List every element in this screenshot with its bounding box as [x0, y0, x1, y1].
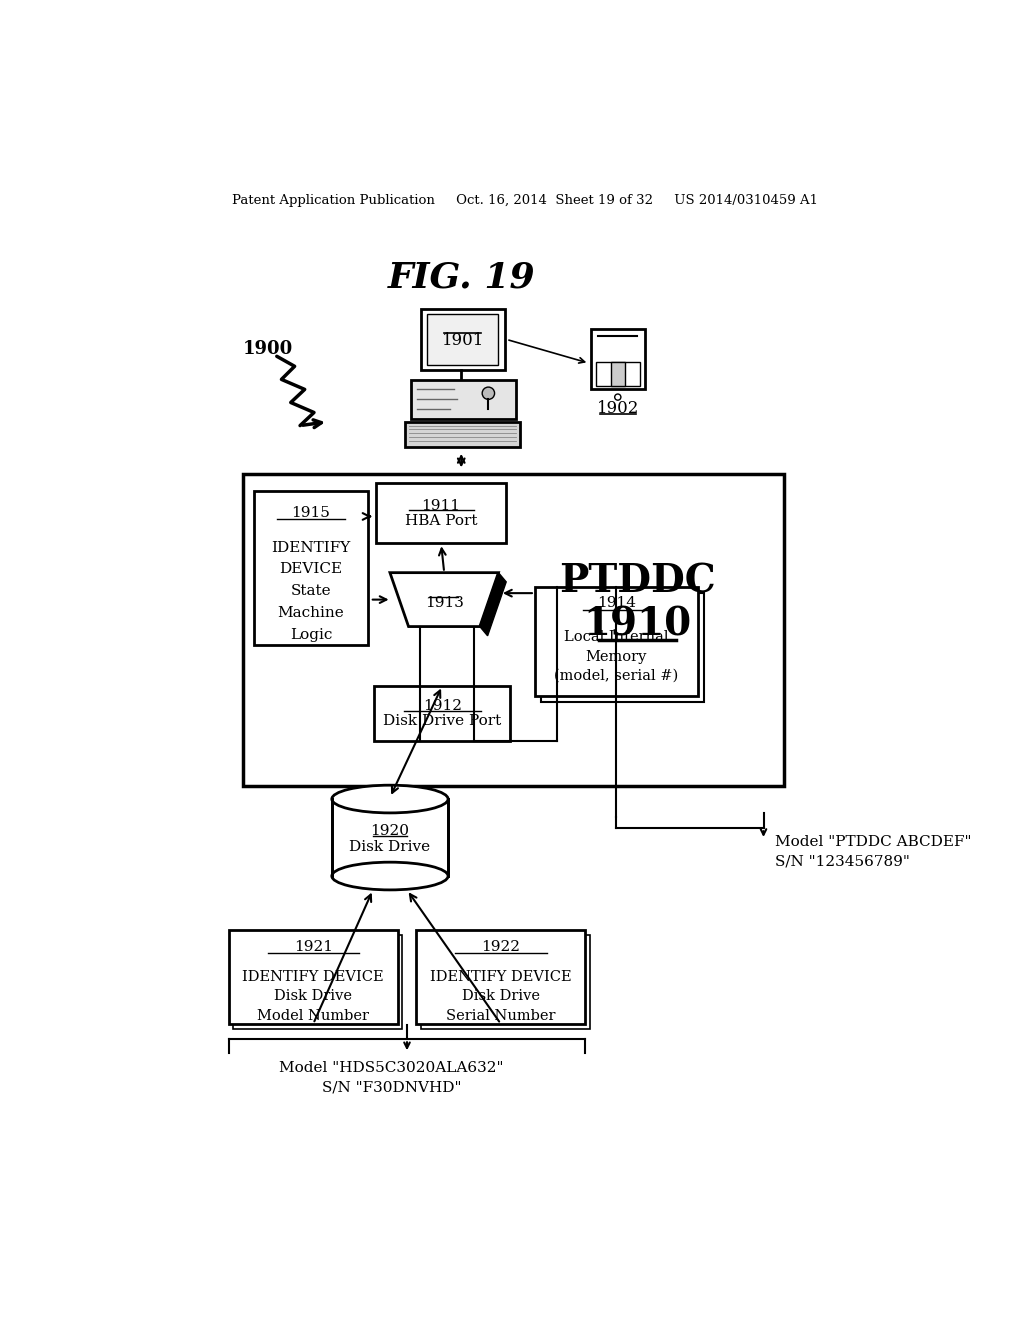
Text: 1922: 1922: [481, 940, 520, 954]
Text: 1914: 1914: [597, 597, 636, 610]
Circle shape: [482, 387, 495, 400]
Circle shape: [614, 395, 621, 400]
Text: 1921: 1921: [294, 940, 333, 954]
Bar: [596, 363, 640, 385]
Text: HBA Port: HBA Port: [404, 513, 477, 528]
Bar: [541, 593, 703, 702]
Bar: [417, 929, 586, 1024]
Polygon shape: [480, 573, 506, 636]
Bar: [332, 813, 449, 862]
Bar: [375, 686, 510, 742]
Bar: [411, 380, 515, 418]
Ellipse shape: [332, 862, 449, 890]
Text: IDENTIFY
DEVICE
State
Machine
Logic: IDENTIFY DEVICE State Machine Logic: [271, 541, 350, 642]
Text: IDENTIFY DEVICE
Disk Drive
Model Number: IDENTIFY DEVICE Disk Drive Model Number: [243, 970, 384, 1023]
Text: 1912: 1912: [423, 698, 462, 713]
Bar: [254, 491, 369, 645]
Text: Model "PTDDC ABCDEF"
S/N "123456789": Model "PTDDC ABCDEF" S/N "123456789": [775, 834, 972, 869]
Text: 1911: 1911: [422, 499, 461, 512]
Bar: [611, 363, 625, 385]
Text: 1915: 1915: [292, 506, 331, 520]
Bar: [233, 935, 402, 1028]
Bar: [376, 483, 506, 544]
Text: 1920: 1920: [371, 825, 410, 838]
Polygon shape: [390, 573, 499, 627]
Text: Model "HDS5C3020ALA632"
S/N "F30DNVHD": Model "HDS5C3020ALA632" S/N "F30DNVHD": [280, 1061, 504, 1094]
Text: 1901: 1901: [441, 333, 484, 350]
Text: 1910: 1910: [584, 606, 692, 643]
Bar: [535, 586, 697, 696]
Bar: [421, 935, 590, 1028]
Bar: [421, 309, 505, 370]
Text: IDENTIFY DEVICE
Disk Drive
Serial Number: IDENTIFY DEVICE Disk Drive Serial Number: [430, 970, 571, 1023]
Text: PTDDC: PTDDC: [559, 562, 716, 601]
Text: 1900: 1900: [243, 341, 293, 358]
Bar: [228, 929, 397, 1024]
Bar: [591, 330, 645, 389]
Text: Disk Drive: Disk Drive: [349, 840, 430, 854]
Text: 1913: 1913: [425, 597, 464, 610]
Text: Local Internal
Memory
(model, serial #): Local Internal Memory (model, serial #): [554, 630, 678, 682]
Bar: [406, 422, 520, 447]
Ellipse shape: [332, 785, 449, 813]
Text: Patent Application Publication     Oct. 16, 2014  Sheet 19 of 32     US 2014/031: Patent Application Publication Oct. 16, …: [231, 194, 818, 207]
Text: Disk Drive Port: Disk Drive Port: [383, 714, 502, 729]
Text: FIG. 19: FIG. 19: [387, 261, 536, 294]
Text: 1902: 1902: [597, 400, 639, 417]
Bar: [243, 474, 783, 785]
Bar: [427, 314, 499, 364]
